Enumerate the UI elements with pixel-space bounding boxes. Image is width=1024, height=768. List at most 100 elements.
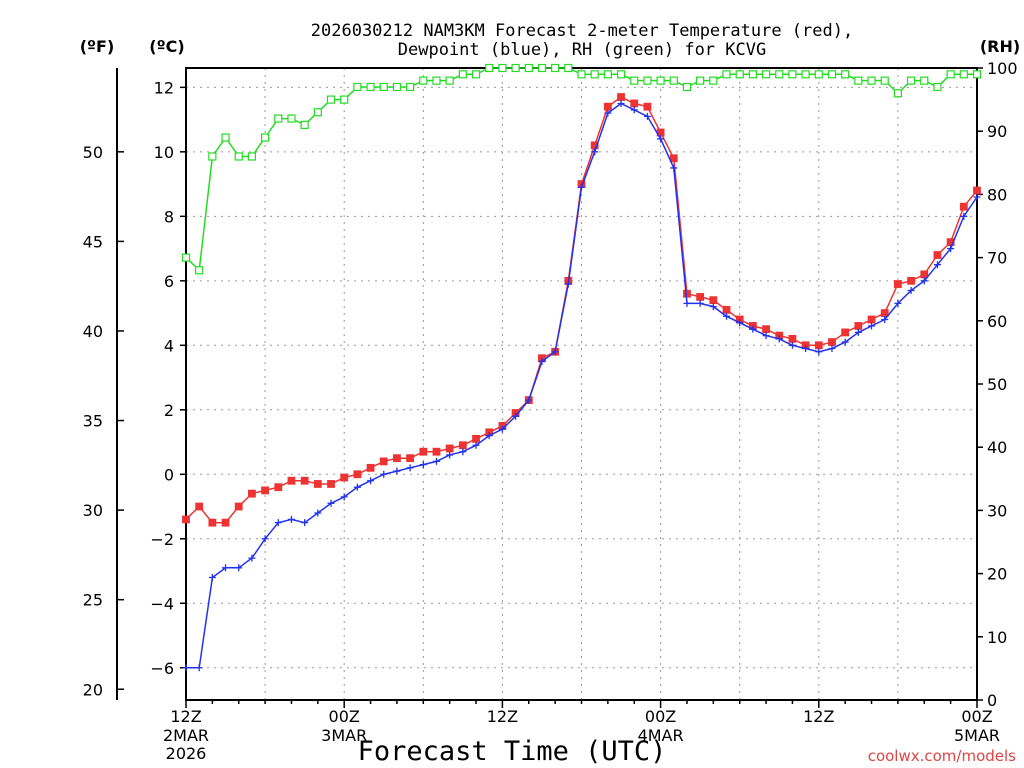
rh-point xyxy=(959,70,968,79)
celsius-tick-label: 4 xyxy=(164,336,174,355)
dewpoint-point xyxy=(512,412,520,420)
celsius-tick-label: 0 xyxy=(164,465,174,484)
rh-point xyxy=(564,63,573,73)
rh-point xyxy=(379,82,388,92)
celsius-tick-label: −6 xyxy=(150,659,174,678)
rh-point xyxy=(471,70,481,79)
temperature-point xyxy=(313,480,322,488)
dewpoint-point xyxy=(828,345,836,353)
temperature-point xyxy=(894,280,902,288)
rh-point xyxy=(551,63,560,73)
dewpoint-point xyxy=(353,483,361,491)
rh-point xyxy=(893,89,903,98)
x-tick-label: 12Z xyxy=(803,707,834,726)
fahrenheit-tick-label: 45 xyxy=(83,232,103,251)
temperature-point xyxy=(643,102,652,111)
rh-point xyxy=(366,82,375,92)
dewpoint-point xyxy=(235,564,243,572)
dewpoint-point xyxy=(617,99,625,107)
x-axis-title: Forecast Time (UTC) xyxy=(358,736,667,767)
rh-point xyxy=(498,63,507,73)
rh-point xyxy=(234,152,243,161)
rh-point xyxy=(524,63,533,73)
rh-point xyxy=(603,70,612,79)
celsius-tick-label: 6 xyxy=(164,272,174,291)
celsius-tick-label: 10 xyxy=(154,143,174,162)
rh-point xyxy=(972,70,982,79)
celsius-unit-label: (ºC) xyxy=(149,37,184,56)
dewpoint-point xyxy=(933,261,941,269)
x-tick-date-label: 2MAR xyxy=(163,726,209,745)
rh-point xyxy=(392,82,402,92)
axes: −6 −4 −2 0 2 4 6 8 10 12 20 25 30 35 40 45 50 0 10 20 30 40 50… xyxy=(83,59,1018,763)
temperature-point xyxy=(432,447,441,456)
dewpoint-point xyxy=(815,348,823,356)
x-tick-year-label: 2026 xyxy=(166,744,207,763)
temperature-point xyxy=(366,463,375,472)
dewpoint-point xyxy=(578,183,585,191)
rh-point xyxy=(313,108,322,117)
rh-point xyxy=(841,70,850,79)
rh-point xyxy=(867,76,876,85)
dewpoint-point xyxy=(538,357,546,365)
dewpoint-point xyxy=(380,470,388,478)
dewpoint-point xyxy=(881,316,889,324)
x-tick-label: 12Z xyxy=(487,707,518,726)
temperature-point xyxy=(287,476,296,485)
temperature-point xyxy=(722,305,731,314)
temperature-point xyxy=(603,102,612,111)
rh-point xyxy=(181,253,191,262)
dewpoint-point xyxy=(960,212,968,220)
dewpoint-point xyxy=(907,286,915,294)
rh-point xyxy=(722,70,731,79)
dewpoint-point xyxy=(551,348,559,356)
x-tick-label: 12Z xyxy=(170,707,201,726)
dewpoint-point xyxy=(788,341,796,349)
rh-tick-label: 30 xyxy=(987,501,1007,520)
rh-tick-label: 10 xyxy=(987,628,1007,647)
rh-point xyxy=(748,70,757,79)
celsius-tick-label: −2 xyxy=(150,530,174,549)
rh-point xyxy=(696,76,705,85)
rh-point xyxy=(933,82,942,92)
temperature-point xyxy=(973,186,981,195)
rh-point xyxy=(788,70,797,79)
rh-point xyxy=(511,63,520,73)
dewpoint-point xyxy=(868,322,876,330)
rh-tick-label: 0 xyxy=(987,691,997,710)
fahrenheit-tick-label: 50 xyxy=(83,143,103,162)
temperature-point xyxy=(353,470,362,479)
dewpoint-point xyxy=(222,564,230,572)
dewpoint-point xyxy=(340,493,348,501)
dewpoint-point xyxy=(446,451,454,459)
rh-point xyxy=(419,76,428,85)
rh-point xyxy=(920,76,929,85)
temperature-point xyxy=(221,518,230,527)
dewpoint-point xyxy=(749,325,757,333)
dewpoint-point xyxy=(604,109,612,117)
temperature-point xyxy=(208,518,217,527)
temperature-point xyxy=(472,434,480,443)
dewpoint-point xyxy=(564,280,572,288)
dewpoint-point xyxy=(657,135,665,143)
temperature-point xyxy=(248,489,256,498)
dewpoint-point xyxy=(274,519,282,527)
temperature-point xyxy=(379,457,388,466)
rh-point xyxy=(353,82,362,92)
rh-point xyxy=(274,114,283,123)
dewpoint-point xyxy=(854,328,862,336)
rh-point xyxy=(814,70,823,79)
temperature-point xyxy=(445,444,454,453)
dewpoint-point xyxy=(314,509,322,517)
rh-point xyxy=(682,82,692,92)
chart-title-line1: 2026030212 NAM3KM Forecast 2-meter Tempe… xyxy=(311,21,853,41)
dewpoint-point xyxy=(723,312,731,320)
temperature-point xyxy=(234,502,243,511)
fahrenheit-tick-label: 25 xyxy=(83,591,103,610)
dewpoint-point xyxy=(591,148,599,156)
fahrenheit-tick-label: 35 xyxy=(83,412,103,431)
rh-tick-label: 40 xyxy=(987,438,1007,457)
dewpoint-point xyxy=(248,554,256,562)
dewpoint-point xyxy=(670,164,678,172)
